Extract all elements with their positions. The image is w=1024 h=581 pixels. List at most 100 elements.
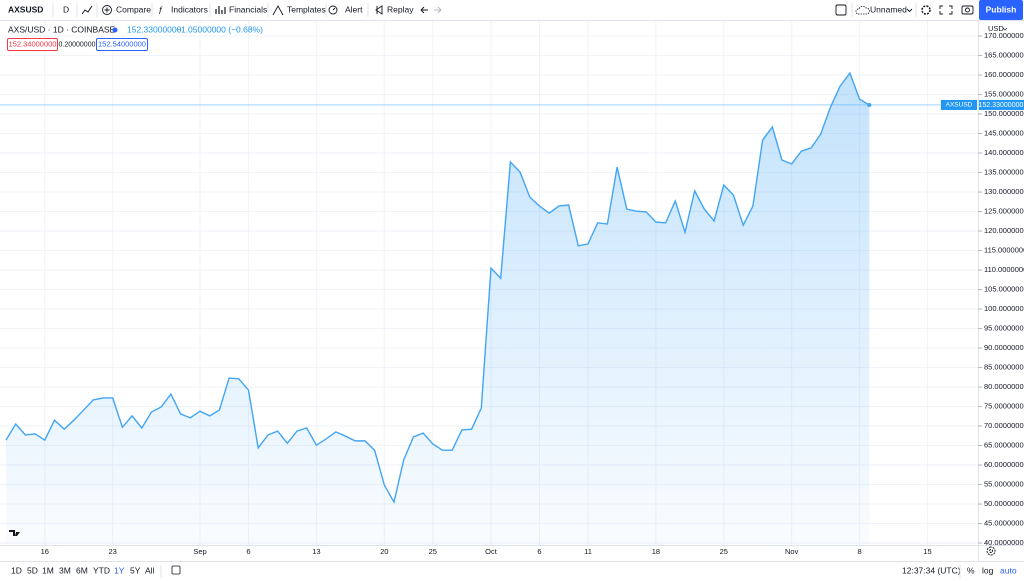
x-tick-label: Oct [485, 547, 498, 556]
interval-button[interactable]: D [63, 4, 69, 14]
settings-button[interactable] [921, 5, 931, 15]
y-tick-label: 50.00000000 [984, 499, 1024, 508]
layout-button[interactable] [835, 4, 847, 16]
x-tick-label: 16 [41, 547, 49, 556]
y-tick-label: 150.00000000 [984, 109, 1024, 118]
compare-button[interactable]: Compare [116, 4, 151, 14]
legend-title: AXS/USD · 1D · COINBASE [8, 24, 116, 34]
ask-price: 152.54000000 [98, 39, 146, 48]
y-tick-label: 45.00000000 [984, 519, 1024, 528]
y-tick-label: 140.00000000 [984, 148, 1024, 157]
templates-button[interactable]: Templates [287, 4, 326, 14]
x-tick-label: 15 [923, 547, 931, 556]
symbol-tag [941, 99, 977, 110]
templates-icon [272, 5, 284, 16]
percent-toggle[interactable]: % [967, 565, 975, 575]
last-price-tag [979, 99, 1024, 110]
publish-button[interactable] [979, 0, 1023, 20]
range-buttons: 1D 5D 1M 3M 6M YTD 1Y 5Y All [11, 565, 155, 575]
fullscreen-button[interactable] [939, 5, 953, 15]
x-tick-label: 6 [537, 547, 541, 556]
undo-button[interactable] [420, 6, 428, 14]
range-button[interactable]: All [145, 565, 155, 575]
x-tick-label: 11 [584, 547, 592, 556]
replay-button[interactable]: Replay [387, 4, 414, 14]
y-tick-label: 110.00000000 [984, 265, 1024, 274]
range-button[interactable]: 1M [42, 565, 54, 575]
goto-date-button[interactable] [171, 565, 181, 575]
symbol-tag-label: AXSUSD [946, 102, 973, 109]
logo [9, 530, 20, 536]
price-line [5, 71, 870, 505]
auto-toggle[interactable]: auto [1000, 565, 1017, 575]
plot [0, 71, 978, 546]
y-tick-label: 60.00000000 [984, 460, 1024, 469]
y-tick-label: 130.00000000 [984, 187, 1024, 196]
compare-icon-plus [104, 7, 110, 13]
range-button[interactable]: 1Y [114, 565, 125, 575]
clock: 12:37:34 (UTC) [902, 565, 961, 575]
x-tick-label: 23 [109, 547, 117, 556]
cloud-icon [855, 5, 870, 15]
snapshot-button[interactable] [961, 5, 974, 15]
x-tick-label: Sep [193, 547, 206, 556]
redo-button[interactable] [434, 6, 442, 14]
y-tick-label: 170.00000000 [984, 31, 1024, 40]
y-tick-label: 125.00000000 [984, 207, 1024, 216]
x-tick-label: 20 [380, 547, 388, 556]
y-tick-label: 65.00000000 [984, 441, 1024, 450]
publish-label: Publish [986, 4, 1017, 14]
legend-change: −1.05000000 (−0.68%) [176, 24, 263, 34]
y-tick-label: 55.00000000 [984, 480, 1024, 489]
x-tick-label: 18 [652, 547, 660, 556]
y-tick-label: 120.00000000 [984, 226, 1024, 235]
area-fill [6, 73, 870, 546]
y-tick-label: 70.00000000 [984, 421, 1024, 430]
y-tick-label: 95.00000000 [984, 324, 1024, 333]
chart-type-button[interactable] [81, 5, 93, 15]
y-tick-label: 115.00000000 [984, 246, 1024, 255]
y-tick-label: 105.00000000 [984, 285, 1024, 294]
symbol-button[interactable]: AXSUSD [8, 4, 43, 14]
sell-box[interactable] [7, 38, 58, 51]
spread: 0.20000000 [59, 41, 96, 48]
snapshot-lens [965, 7, 970, 13]
buy-box[interactable] [96, 38, 148, 51]
x-tick-label: 13 [312, 547, 320, 556]
y-tick-label: 165.00000000 [984, 51, 1024, 60]
y-tick-label: 80.00000000 [984, 382, 1024, 391]
y-tick-label: 145.00000000 [984, 129, 1024, 138]
range-button[interactable]: 3M [59, 565, 71, 575]
y-tick-label: 100.00000000 [984, 304, 1024, 313]
y-tick-label: 135.00000000 [984, 168, 1024, 177]
x-tick-label: Nov [785, 547, 799, 556]
layout-name-button[interactable]: Unnamed [870, 4, 907, 14]
compare-icon [102, 5, 112, 15]
financials-button[interactable]: Financials [229, 4, 267, 14]
log-toggle[interactable]: log [982, 565, 994, 575]
last-point [867, 102, 872, 107]
range-button[interactable]: 6M [76, 565, 88, 575]
range-button[interactable]: 5D [27, 565, 38, 575]
range-button[interactable]: 1D [11, 565, 22, 575]
x-tick-label: 6 [246, 547, 250, 556]
indicators-icon: ƒ [158, 4, 163, 14]
alert-button[interactable]: Alert [345, 4, 363, 14]
layout-menu-caret[interactable] [906, 8, 913, 13]
range-button[interactable]: 5Y [130, 565, 141, 575]
y-tick-label: 75.00000000 [984, 402, 1024, 411]
x-tick-label: 8 [858, 547, 862, 556]
financials-icon [215, 6, 226, 14]
range-button[interactable]: YTD [93, 565, 110, 575]
currency-caret [1002, 27, 1008, 31]
y-tick-label: 85.00000000 [984, 363, 1024, 372]
currency-label[interactable]: USD [988, 24, 1004, 33]
alert-icon [328, 5, 338, 15]
indicators-button[interactable]: Indicators [171, 4, 208, 14]
bid-price: 152.34000000 [9, 39, 57, 48]
legend-price: 152.33000000 [127, 24, 182, 34]
last-price-label: 152.33000000 [979, 102, 1024, 109]
axis-settings-button[interactable] [986, 546, 996, 556]
